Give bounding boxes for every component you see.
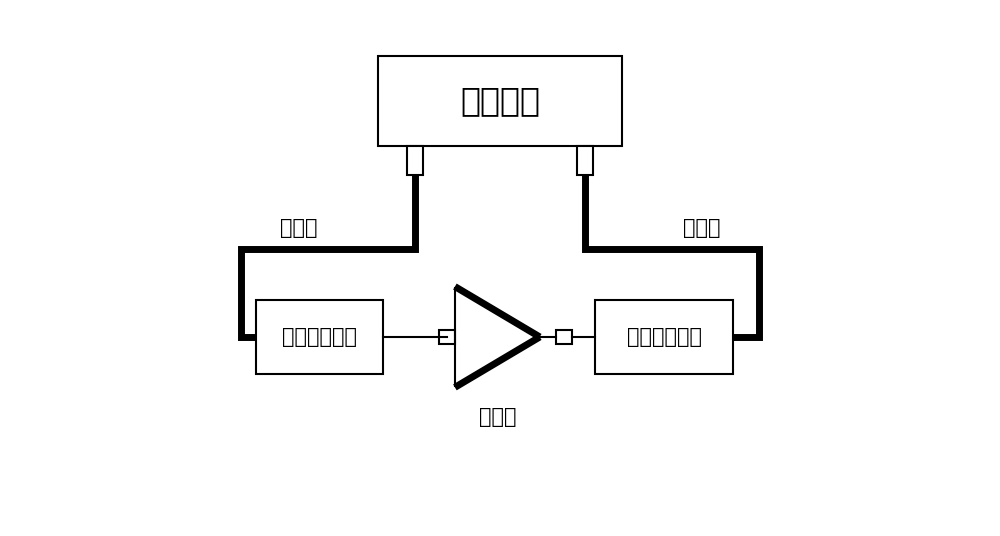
Text: 被测件: 被测件 [479, 406, 516, 427]
Text: 端口二: 端口二 [683, 218, 720, 238]
Text: 测试仪器: 测试仪器 [460, 84, 540, 117]
Bar [577, 146, 593, 175]
Bar [378, 56, 622, 146]
Text: 端口一: 端口一 [280, 218, 317, 238]
Bar [256, 300, 383, 374]
Bar [556, 330, 572, 344]
Text: 阻抗调配器二: 阻抗调配器二 [627, 327, 702, 347]
Text: 阻抗调配器一: 阻抗调配器一 [282, 327, 357, 347]
Bar [439, 330, 455, 344]
Bar [595, 300, 733, 374]
Bar [407, 146, 423, 175]
